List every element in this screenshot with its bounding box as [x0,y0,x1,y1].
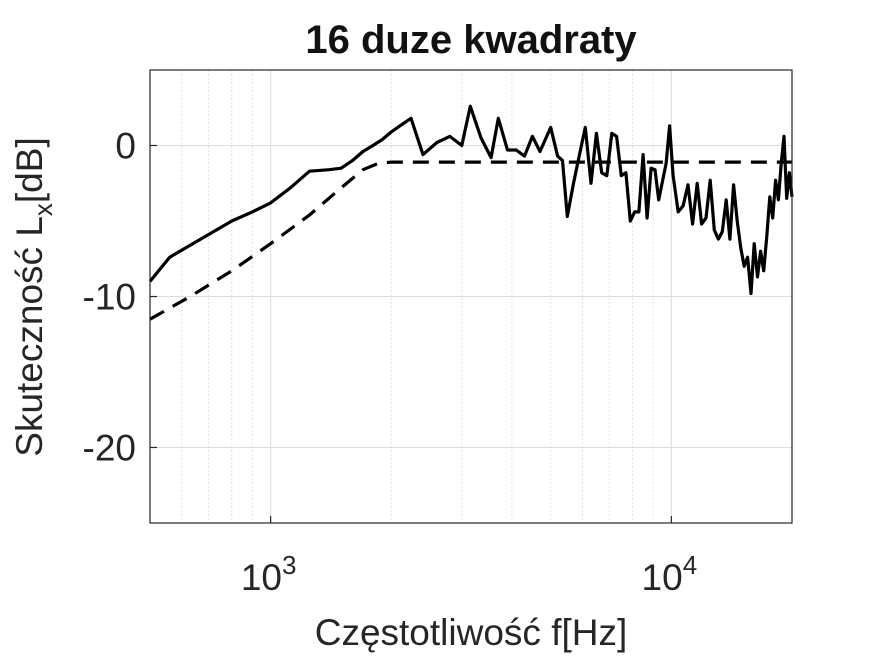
x-axis-label: Częstotliwość f[Hz] [315,612,628,653]
series-group [148,104,794,321]
plot-frame [149,69,793,524]
x-tick-label: 104 [642,550,698,598]
y-axis-label-subscript: x [28,203,58,216]
series-line-dashed [149,160,792,321]
series-line-solid [148,104,794,296]
y-axis-label-unit: [dB] [9,137,50,203]
x-tick-label: 103 [241,550,297,598]
y-tick-label: -20 [83,428,136,469]
y-tick-label: 0 [115,126,136,167]
x-tick-labels: 103 104 [241,550,697,598]
y-axis-label-main: Skuteczność L [9,216,50,457]
chart-title: 16 duze kwadraty [305,18,637,62]
y-axis-label: Skuteczność Lx[dB] [9,137,58,456]
y-tick-labels: 0 -10 -20 [83,126,136,469]
y-tick-label: -10 [83,277,136,318]
